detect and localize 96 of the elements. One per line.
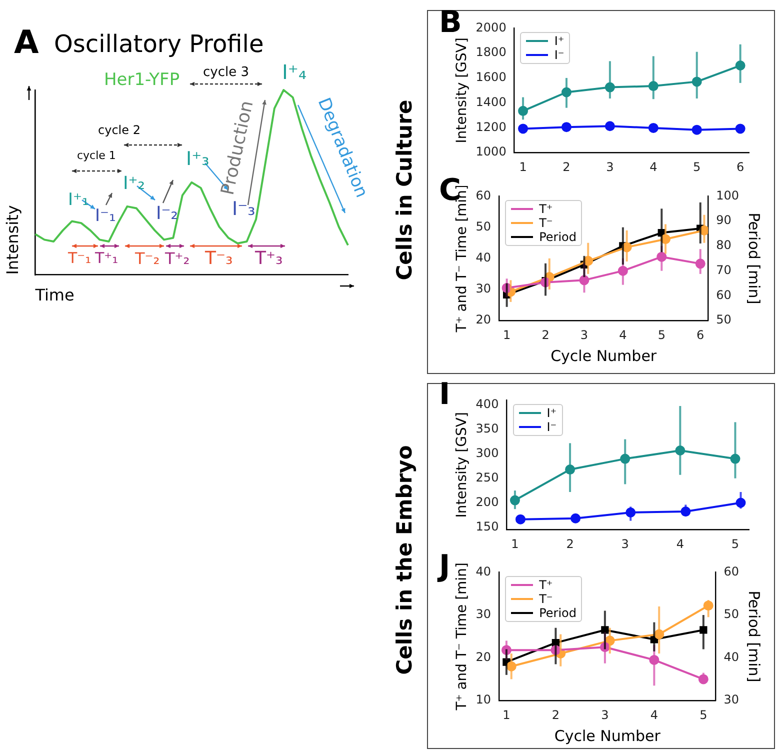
y2-tick-label: 30 — [724, 692, 740, 707]
x-tick-label: 2 — [566, 536, 574, 551]
text: B — [439, 5, 462, 40]
x-tick-label: 4 — [650, 708, 658, 722]
text: cycle 3 — [203, 65, 250, 80]
annotation: T⁻₁ — [68, 249, 92, 267]
x-tick-label: 5 — [658, 328, 666, 342]
y-tick-label: 1000 — [476, 144, 506, 159]
y2-tick-label: 100 — [716, 188, 739, 202]
y-tick-label: 40 — [476, 564, 492, 578]
x-tick-label: 6 — [736, 160, 744, 174]
legend-label: I⁺ — [554, 34, 564, 48]
y-tick-label: 1800 — [476, 45, 506, 60]
x-tick-label: 4 — [619, 328, 627, 342]
x-tick-label: 1 — [511, 536, 519, 551]
y-tick-label: 250 — [476, 470, 499, 484]
x-tick-label: 4 — [650, 160, 658, 174]
y-tick-label: 150 — [476, 519, 499, 534]
y-tick-label: 200 — [476, 494, 499, 509]
y-tick-label: 50 — [476, 219, 492, 234]
annotation: T⁻₃ — [205, 248, 233, 269]
legend-label: I⁺ — [546, 406, 557, 420]
text: Cells in Culture — [392, 100, 416, 280]
legend-label: Period — [539, 606, 576, 620]
y2-axis-title: Period [min] — [745, 212, 764, 304]
x-tick-label: 2 — [562, 160, 570, 174]
annotation: cycle 1 — [77, 149, 116, 162]
annotation: I⁺₃ — [186, 148, 210, 170]
x-tick-label: 2 — [552, 708, 560, 722]
chart-title: Oscillatory Profile — [54, 30, 264, 58]
y2-tick-label: 90 — [716, 213, 732, 228]
y2-tick-label: 50 — [716, 312, 732, 327]
x-tick-label: 1 — [502, 328, 511, 342]
y-tick-label: 30 — [476, 607, 492, 622]
legend-label: T⁺ — [539, 578, 553, 592]
x-tick-label: 4 — [676, 536, 684, 551]
y-tick-label: 40 — [476, 250, 492, 265]
y-tick-label: 350 — [476, 422, 499, 436]
y-tick-label: 1200 — [476, 120, 506, 134]
x-axis-title: Time — [34, 286, 74, 305]
text: I — [439, 377, 450, 412]
y-tick-label: 20 — [476, 312, 492, 327]
y-axis-title: Intensity — [2, 205, 22, 275]
y-tick-label: 60 — [476, 188, 492, 202]
legend-label: Period — [539, 230, 576, 244]
legend-label: T⁻ — [539, 592, 553, 606]
y-axis-title: T⁺ and T⁻ Time [min] — [454, 562, 470, 712]
x-tick-label: 3 — [580, 328, 588, 342]
legend-label: T⁻ — [539, 216, 553, 230]
y-axis-title: Intensity [GSV] — [454, 412, 470, 518]
legend-label: I⁻ — [554, 48, 564, 62]
annotation: T⁺₃ — [255, 248, 283, 269]
y-tick-label: 1400 — [476, 94, 506, 109]
x-tick-label: 1 — [502, 708, 510, 722]
annotation: cycle 2 — [98, 123, 140, 137]
annotation: I⁺₂ — [123, 173, 146, 194]
x-tick-label: 3 — [621, 536, 629, 551]
annotation: I⁻₁ — [95, 206, 116, 226]
text: Her1-YFP — [104, 70, 180, 90]
text: A — [14, 23, 39, 61]
y-tick-label: 30 — [476, 282, 492, 296]
y2-tick-label: 40 — [724, 650, 740, 664]
y2-tick-label: 80 — [716, 238, 732, 252]
y2-tick-label: 60 — [716, 288, 732, 302]
x-tick-label: 3 — [606, 160, 614, 174]
x-tick-label: 5 — [731, 536, 740, 551]
y2-axis-title: Period [min] — [745, 590, 764, 682]
annotation: T⁺₁ — [95, 249, 118, 267]
y-axis-title: Intensity [GSV] — [454, 38, 470, 144]
y-tick-label: 20 — [476, 650, 492, 664]
y2-tick-label: 50 — [724, 607, 740, 622]
y-tick-label: 300 — [476, 446, 499, 460]
y-tick-label: 1600 — [476, 70, 506, 84]
y-tick-label: 400 — [476, 397, 499, 412]
y-tick-label: 2000 — [476, 20, 506, 34]
y-tick-label: 10 — [476, 692, 492, 707]
x-tick-label: 5 — [700, 708, 708, 722]
annotation: I⁻₂ — [156, 203, 178, 224]
x-axis-title: Cycle Number — [550, 346, 658, 365]
x-tick-label: 2 — [542, 328, 550, 342]
x-tick-label: 6 — [696, 328, 704, 342]
x-tick-label: 1 — [519, 160, 527, 174]
text: J — [439, 549, 450, 584]
annotation: T⁻₂ — [135, 249, 160, 268]
y2-tick-label: 70 — [716, 262, 732, 277]
legend-label: I⁻ — [546, 420, 557, 434]
x-axis-title: Cycle Number — [554, 726, 662, 745]
annotation: T⁺₂ — [165, 249, 190, 268]
x-tick-label: 5 — [693, 160, 701, 174]
x-tick-label: 3 — [601, 708, 609, 722]
legend-label: T⁺ — [539, 202, 553, 216]
y2-tick-label: 60 — [724, 564, 740, 578]
annotation: I⁻₃ — [232, 198, 256, 220]
annotation: I⁺₁ — [68, 190, 89, 210]
text: Cells in the Embryo — [392, 445, 416, 675]
text: I⁺₄ — [282, 60, 306, 84]
